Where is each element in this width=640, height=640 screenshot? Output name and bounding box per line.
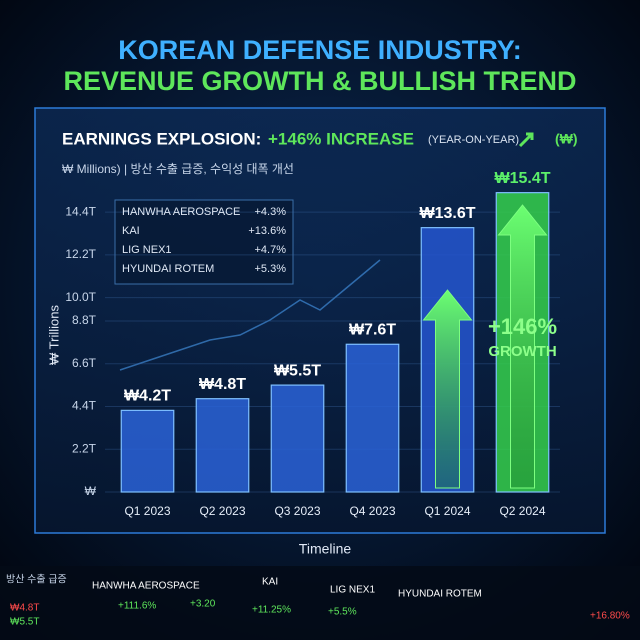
- ticker-item: ₩5.5T: [10, 617, 39, 628]
- y-tick-label: ₩: [85, 484, 97, 498]
- legend-change: +5.3%: [255, 263, 287, 275]
- bar: [120, 409, 175, 493]
- bar: [345, 343, 400, 493]
- subtitle-note: (YEAR-ON-YEAR): [428, 134, 519, 146]
- legend-box: [114, 199, 294, 285]
- ticker-item: +3.20: [190, 599, 216, 610]
- title-line: KOREAN DEFENSE INDUSTRY:: [118, 35, 522, 65]
- legend-name: KAI: [122, 225, 140, 237]
- bar: [195, 398, 250, 493]
- ticker-item: HANWHA AEROSPACE: [92, 581, 200, 592]
- x-axis-label: Timeline: [299, 541, 352, 557]
- x-tick-label: Q2 2023: [199, 504, 245, 518]
- y-tick-label: 14.4T: [65, 204, 96, 218]
- ticker-item: LIG NEX1: [330, 585, 375, 596]
- legend-name: HANWHA AEROSPACE: [122, 206, 240, 218]
- value-label: ₩13.6T: [419, 205, 475, 222]
- value-label: ₩4.8T: [199, 376, 246, 393]
- legend-name: LIG NEX1: [122, 244, 172, 256]
- x-tick-label: Q4 2023: [349, 504, 395, 518]
- y-tick-label: 4.4T: [72, 399, 97, 413]
- ticker-bar: [0, 566, 640, 640]
- y-tick-label: 12.2T: [65, 247, 96, 261]
- caption: ₩ Millions) | 방산 수출 급증, 수익성 대폭 개선: [62, 162, 294, 176]
- ticker-item: HYUNDAI ROTEM: [398, 589, 482, 600]
- subtitle-highlight: +146% INCREASE: [268, 129, 414, 148]
- ticker-item: +5.5%: [328, 607, 357, 618]
- x-tick-label: Q1 2023: [124, 504, 170, 518]
- x-tick-label: Q1 2024: [424, 504, 470, 518]
- ticker-item: 방산 수출 급증: [6, 574, 67, 586]
- ticker-item: KAI: [262, 577, 278, 588]
- legend-change: +13.6%: [248, 225, 286, 237]
- growth-arrow: [422, 289, 473, 489]
- growth-arrow: [497, 204, 548, 489]
- ticker-item: ₩4.8T: [10, 603, 39, 614]
- value-label: ₩5.5T: [274, 362, 321, 379]
- legend-name: HYUNDAI ROTEM: [122, 263, 214, 275]
- subtitle-unit: (₩): [555, 131, 578, 147]
- x-tick-label: Q3 2023: [274, 504, 320, 518]
- y-tick-label: 2.2T: [72, 441, 97, 455]
- y-tick-label: 8.8T: [72, 313, 97, 327]
- ticker-item: +11.25%: [252, 605, 291, 616]
- annotation: GROWTH: [488, 343, 556, 360]
- x-tick-label: Q2 2024: [499, 504, 545, 518]
- legend-change: +4.7%: [255, 244, 287, 256]
- decorative-trend: [119, 259, 381, 371]
- legend-change: +4.3%: [255, 206, 287, 218]
- ticker-item: +16.80%: [590, 611, 630, 622]
- y-tick-label: 10.0T: [65, 290, 96, 304]
- value-label: ₩15.4T: [494, 170, 550, 187]
- title-line: REVENUE GROWTH & BULLISH TREND: [64, 66, 577, 96]
- bar: [270, 384, 325, 493]
- trend-icon: [518, 132, 534, 148]
- value-label: ₩4.2T: [124, 388, 171, 405]
- y-tick-label: 6.6T: [72, 356, 97, 370]
- subtitle-lead: EARNINGS EXPLOSION:: [62, 129, 261, 148]
- annotation: +146%: [488, 314, 557, 339]
- value-label: ₩7.6T: [349, 321, 396, 338]
- ticker-item: +111.6%: [118, 601, 156, 612]
- y-axis-label: ₩ Trillions: [46, 305, 61, 365]
